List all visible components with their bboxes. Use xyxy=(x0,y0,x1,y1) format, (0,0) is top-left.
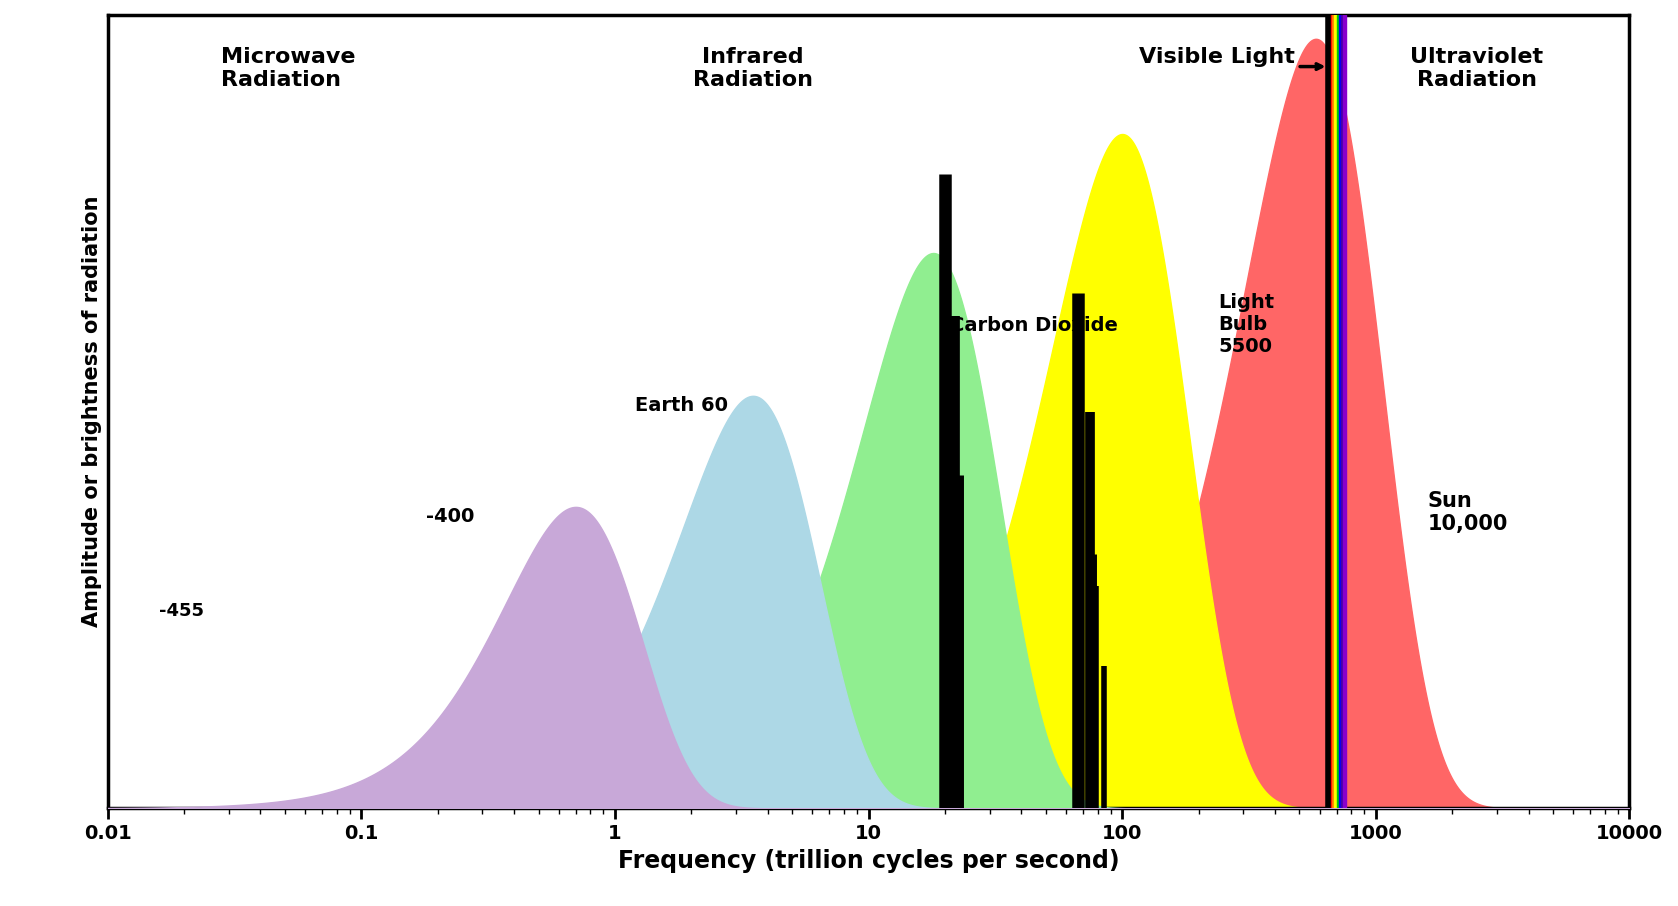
Text: -455: -455 xyxy=(159,602,205,620)
Bar xyxy=(1344,15,1346,808)
Text: Sun
10,000: Sun 10,000 xyxy=(1428,491,1509,535)
Text: Microwave
Radiation: Microwave Radiation xyxy=(221,47,356,90)
Text: Light
Bulb
5500: Light Bulb 5500 xyxy=(1218,293,1275,356)
Bar xyxy=(1341,15,1344,808)
Bar xyxy=(1331,15,1332,808)
Text: Visible Light: Visible Light xyxy=(1139,47,1295,67)
Y-axis label: Amplitude or brightness of radiation: Amplitude or brightness of radiation xyxy=(82,196,102,628)
Bar xyxy=(1332,15,1334,808)
Bar xyxy=(1337,15,1339,808)
Text: Ultraviolet
Radiation: Ultraviolet Radiation xyxy=(1410,47,1544,90)
Bar xyxy=(1334,15,1337,808)
Bar xyxy=(1339,15,1341,808)
Text: Earth 60: Earth 60 xyxy=(634,396,728,415)
X-axis label: Frequency (trillion cycles per second): Frequency (trillion cycles per second) xyxy=(618,849,1119,872)
Text: Carbon Dioxide: Carbon Dioxide xyxy=(950,316,1118,335)
Text: -400: -400 xyxy=(426,506,475,525)
Text: Infrared
Radiation: Infrared Radiation xyxy=(693,47,812,90)
